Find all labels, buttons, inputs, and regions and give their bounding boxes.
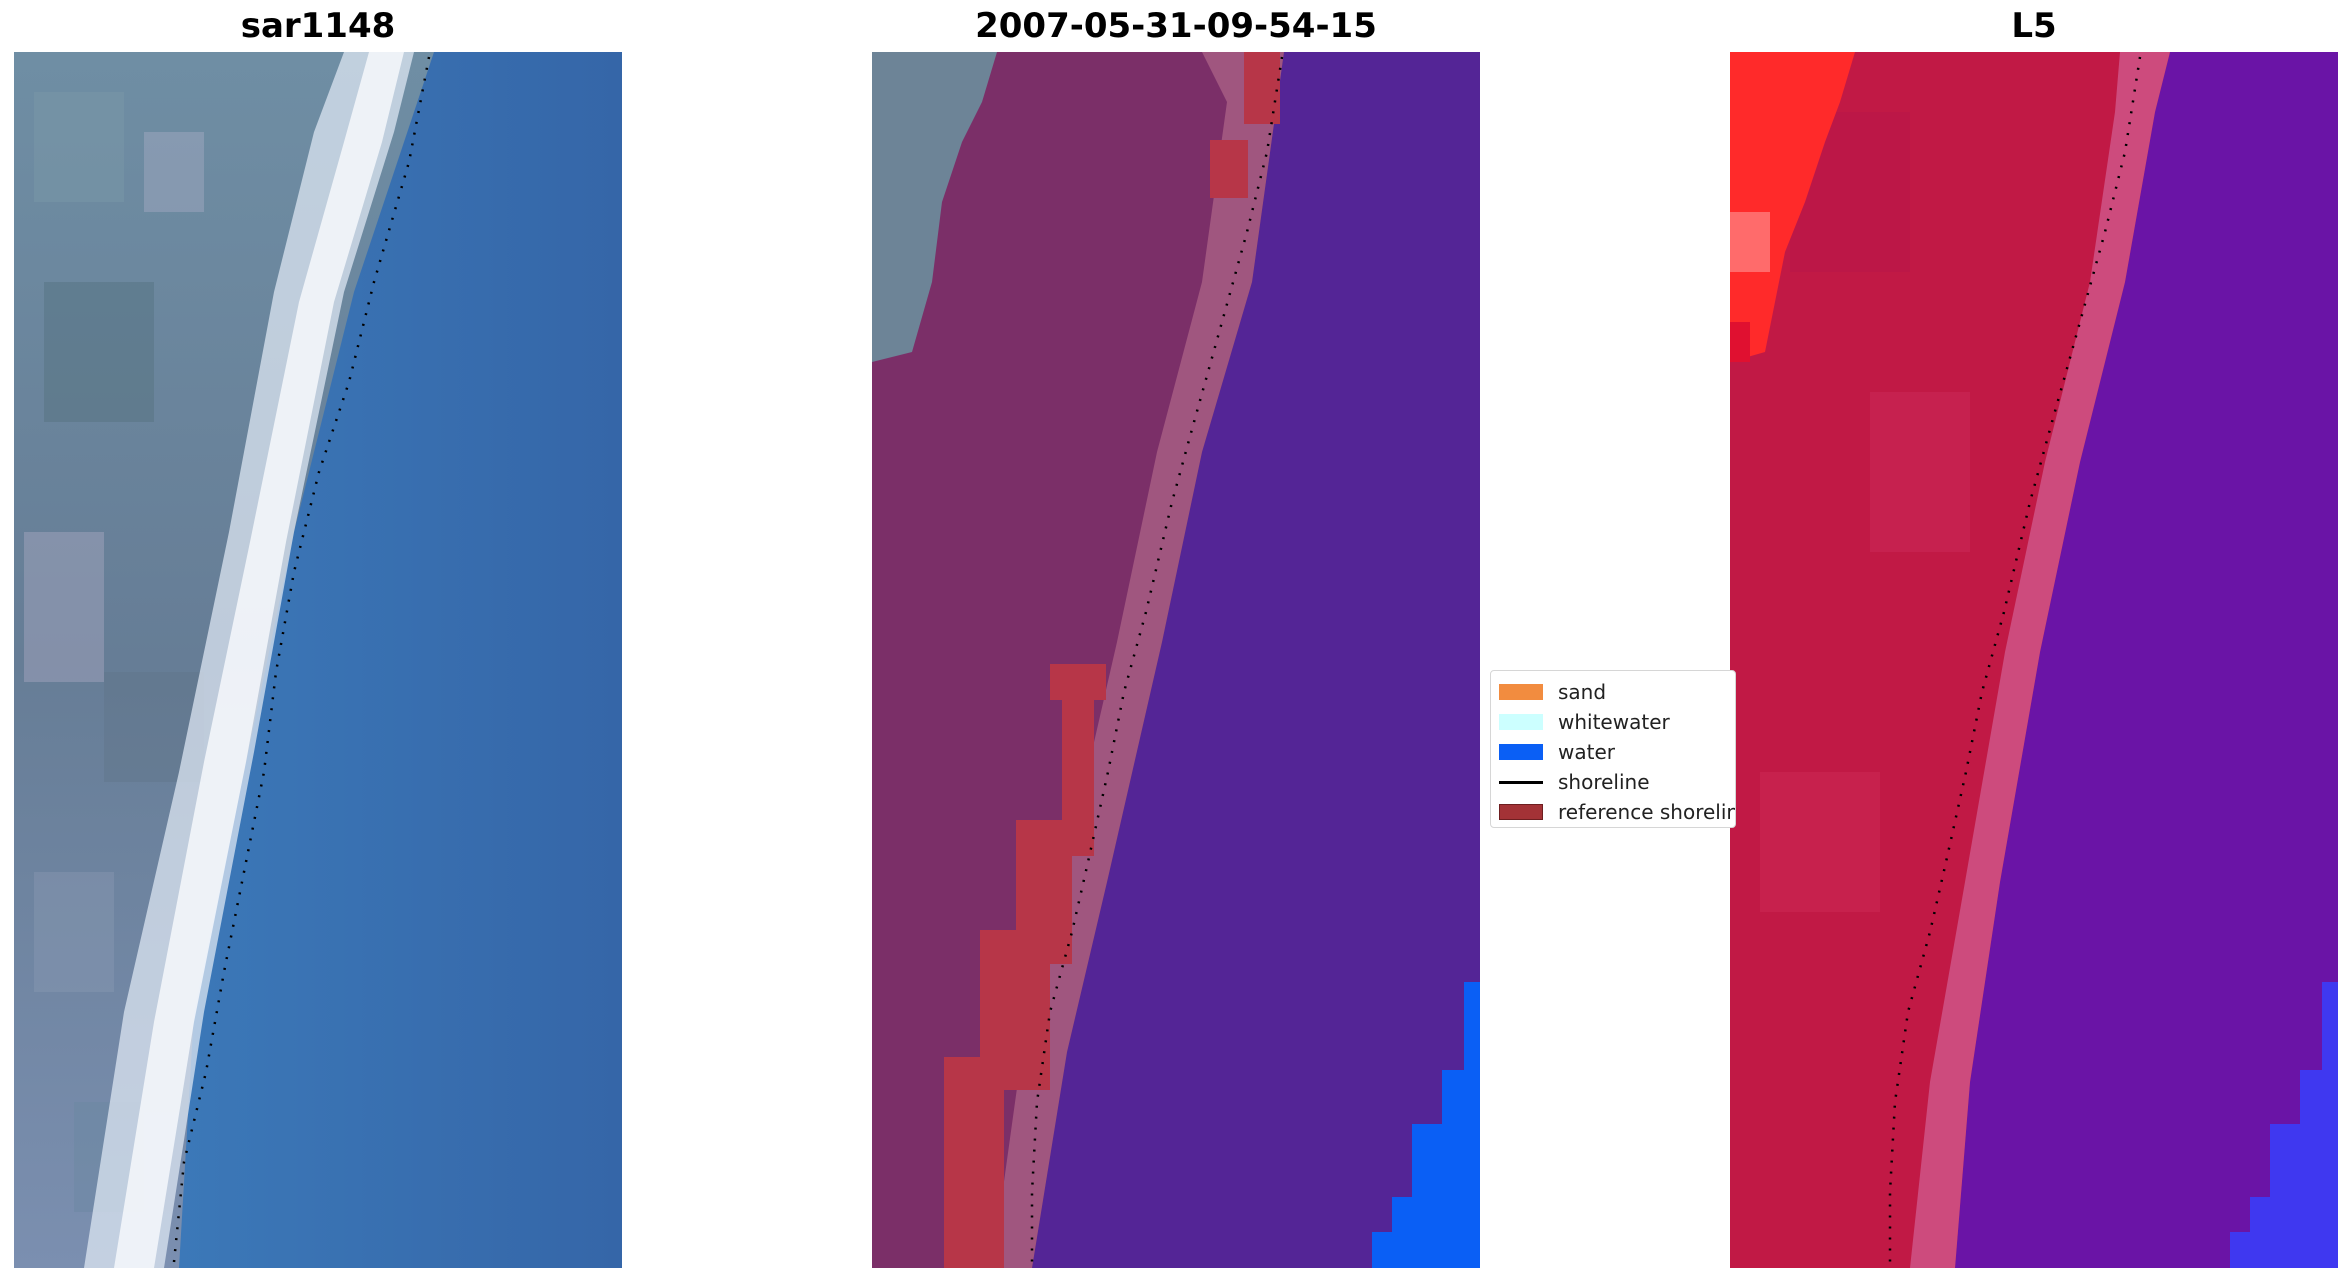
index-bright-red: [1730, 52, 1855, 362]
legend-item-water: water: [1499, 739, 1735, 765]
legend: sand whitewater water shoreline referenc…: [1490, 670, 1736, 828]
classification-panel[interactable]: [872, 52, 1480, 1268]
index-panel[interactable]: [1730, 52, 2338, 1268]
shoreline-line: [1030, 56, 1284, 1262]
legend-item-whitewater: whitewater: [1499, 709, 1735, 735]
shoreline-line: [1888, 56, 2142, 1262]
rgb-image-panel[interactable]: [14, 52, 622, 1268]
index-transition: [1910, 52, 2170, 1268]
legend-item-sand: sand: [1499, 679, 1735, 705]
class-water-blue: [1372, 982, 1480, 1268]
water-swatch: [1499, 744, 1543, 760]
panel-title-classification: 2007-05-31-09-54-15: [975, 6, 1377, 46]
rgb-image: [14, 52, 622, 1268]
panel-title-rgb: sar1148: [240, 6, 396, 46]
index-land: [1730, 52, 2170, 1268]
shoreline-line: [172, 56, 431, 1263]
reference-block: [1244, 52, 1280, 124]
panel-title-index: L5: [2011, 6, 2057, 46]
index-image: [1730, 52, 2338, 1268]
legend-item-reference-shoreline: reference shoreline: [1499, 799, 1735, 825]
whitewater-swatch: [1499, 714, 1543, 730]
classification-image: [872, 52, 1480, 1268]
legend-item-shoreline: shoreline: [1499, 769, 1735, 795]
class-unclassified: [872, 52, 997, 362]
sand-swatch: [1499, 684, 1543, 700]
class-land: [872, 52, 1284, 1268]
shoreline-swatch: [1499, 781, 1543, 784]
reference-shoreline-swatch: [1499, 804, 1543, 820]
index-water-blue: [2230, 982, 2338, 1268]
